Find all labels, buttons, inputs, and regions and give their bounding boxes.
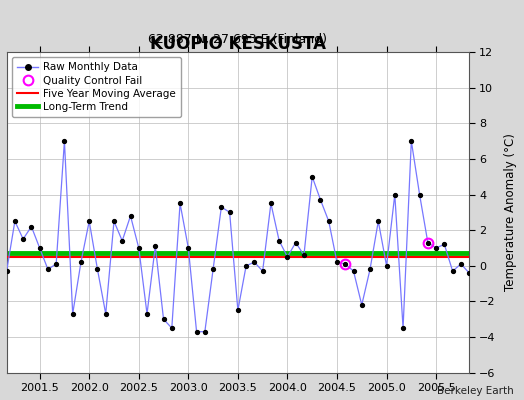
Text: 62.887 N, 27.693 E (Finland): 62.887 N, 27.693 E (Finland) <box>148 32 328 46</box>
Y-axis label: Temperature Anomaly (°C): Temperature Anomaly (°C) <box>504 133 517 291</box>
Text: Berkeley Earth: Berkeley Earth <box>437 386 514 396</box>
Legend: Raw Monthly Data, Quality Control Fail, Five Year Moving Average, Long-Term Tren: Raw Monthly Data, Quality Control Fail, … <box>12 57 181 117</box>
Title: KUOPIO KESKUSTA: KUOPIO KESKUSTA <box>150 35 326 53</box>
